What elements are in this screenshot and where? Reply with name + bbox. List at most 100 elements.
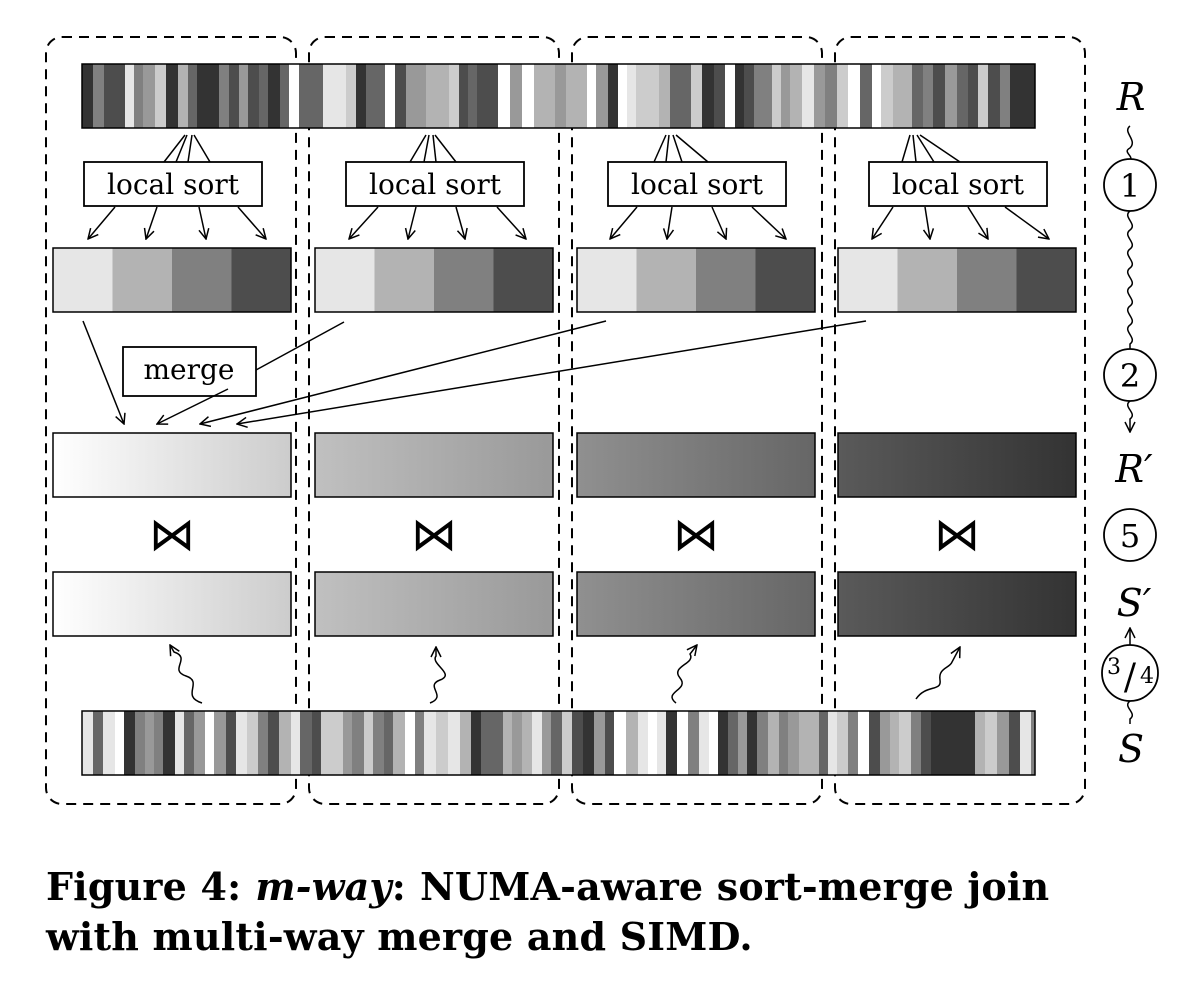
unsorted-stripe	[988, 64, 1001, 128]
unsorted-stripe	[188, 64, 198, 128]
unsorted-stripe	[323, 64, 336, 128]
unsorted-stripe	[911, 711, 922, 775]
local-sort-label-3: local sort	[631, 168, 764, 201]
unsorted-stripe	[618, 64, 628, 128]
unsorted-stripe	[881, 64, 894, 128]
unsorted-stripe	[542, 711, 552, 775]
unsorted-stripe	[449, 64, 460, 128]
join-symbol-4: ⋈	[934, 507, 980, 561]
unsorted-stripe	[872, 64, 882, 128]
r-prime-partition-2	[314, 432, 554, 498]
unsorted-stripe	[214, 711, 227, 775]
unsorted-stripe	[545, 64, 556, 128]
unsorted-stripe	[648, 711, 658, 775]
unsorted-stripe	[659, 64, 671, 128]
unsorted-stripe	[893, 64, 904, 128]
unsorted-stripe	[562, 711, 573, 775]
unsorted-stripe	[858, 711, 870, 775]
s-prime-partition-3	[576, 571, 816, 637]
unsorted-stripe	[768, 711, 780, 775]
unsorted-stripe	[814, 64, 826, 128]
unsorted-stripe	[860, 64, 873, 128]
unsorted-stripe	[638, 711, 649, 775]
sorted-run-segment	[112, 248, 172, 312]
unsorted-stripe	[677, 711, 689, 775]
unsorted-stripe	[702, 64, 715, 128]
unsorted-stripe	[259, 64, 269, 128]
join-symbol-3: ⋈	[673, 507, 719, 561]
unsorted-stripe	[921, 711, 932, 775]
unsorted-stripe	[438, 64, 450, 128]
unsorted-stripe	[627, 64, 637, 128]
unsorted-stripe	[352, 711, 365, 775]
unsorted-stripe	[229, 64, 240, 128]
unsorted-stripe	[923, 64, 934, 128]
unsorted-stripe	[626, 711, 639, 775]
unsorted-stripe	[481, 711, 494, 775]
sorted-run-segment	[897, 248, 957, 312]
fan-out-arrows	[88, 206, 1049, 239]
unsorted-stripe	[415, 711, 425, 775]
thread-boxes	[45, 36, 1086, 805]
unsorted-stripe	[239, 64, 249, 128]
sorted-run-segment	[493, 248, 553, 312]
caption-figure-label: Figure 4:	[46, 864, 242, 909]
unsorted-stripe	[978, 64, 989, 128]
unsorted-stripe	[534, 64, 546, 128]
unsorted-stripe	[300, 711, 313, 775]
phase-5-label: 5	[1120, 517, 1140, 555]
sorted-run-segment	[696, 248, 756, 312]
unsorted-stripe	[184, 711, 195, 775]
unsorted-stripe	[166, 64, 179, 128]
relation-s-input-bar	[82, 711, 1036, 775]
unsorted-stripe	[657, 711, 667, 775]
unsorted-stripe	[395, 64, 407, 128]
unsorted-stripe	[809, 711, 820, 775]
unsorted-stripe	[903, 64, 913, 128]
unsorted-stripe	[291, 711, 301, 775]
label-r: R	[1116, 75, 1146, 119]
unsorted-stripe	[1000, 64, 1011, 128]
s-prime-partition-1	[52, 571, 292, 637]
unsorted-stripe	[648, 64, 660, 128]
unsorted-stripe	[532, 711, 543, 775]
phase-34-slash: /	[1124, 657, 1137, 698]
unsorted-stripe	[143, 64, 156, 128]
unsorted-stripe	[968, 64, 979, 128]
unsorted-stripe	[103, 711, 116, 775]
unsorted-stripe	[763, 64, 773, 128]
sorted-run-1	[52, 247, 292, 313]
unsorted-stripe	[614, 711, 627, 775]
r-prime-partition-3	[576, 432, 816, 498]
sorted-run-segment	[957, 248, 1017, 312]
unsorted-stripe	[680, 64, 692, 128]
unsorted-stripe	[82, 711, 94, 775]
unsorted-stripe	[406, 64, 418, 128]
local-sort-label-4: local sort	[892, 168, 1025, 201]
unsorted-stripe	[405, 711, 416, 775]
unsorted-stripe	[825, 64, 838, 128]
label-s-prime: S′	[1117, 581, 1152, 625]
unsorted-stripe	[311, 64, 324, 128]
unsorted-stripe	[219, 64, 230, 128]
unsorted-stripe	[376, 64, 386, 128]
unsorted-stripe	[512, 711, 523, 775]
unsorted-stripe	[321, 711, 332, 775]
caption-algorithm-name: m-way	[255, 864, 392, 909]
unsorted-stripe	[436, 711, 449, 775]
unsorted-stripe	[608, 64, 619, 128]
unsorted-stripe	[1031, 711, 1036, 775]
label-s: S	[1118, 727, 1144, 771]
unsorted-stripe	[670, 64, 681, 128]
thread-box-2	[308, 36, 560, 805]
unsorted-stripe	[268, 711, 280, 775]
unsorted-stripe	[790, 64, 803, 128]
unsorted-stripe	[503, 711, 513, 775]
phase-34-num: 3	[1107, 655, 1121, 680]
s-prime-partitions	[52, 571, 1077, 637]
unsorted-stripe	[373, 711, 385, 775]
unsorted-stripe	[985, 711, 998, 775]
unsorted-stripe	[522, 64, 535, 128]
unsorted-stripe	[596, 64, 609, 128]
s-prime-partition-2	[314, 571, 554, 637]
